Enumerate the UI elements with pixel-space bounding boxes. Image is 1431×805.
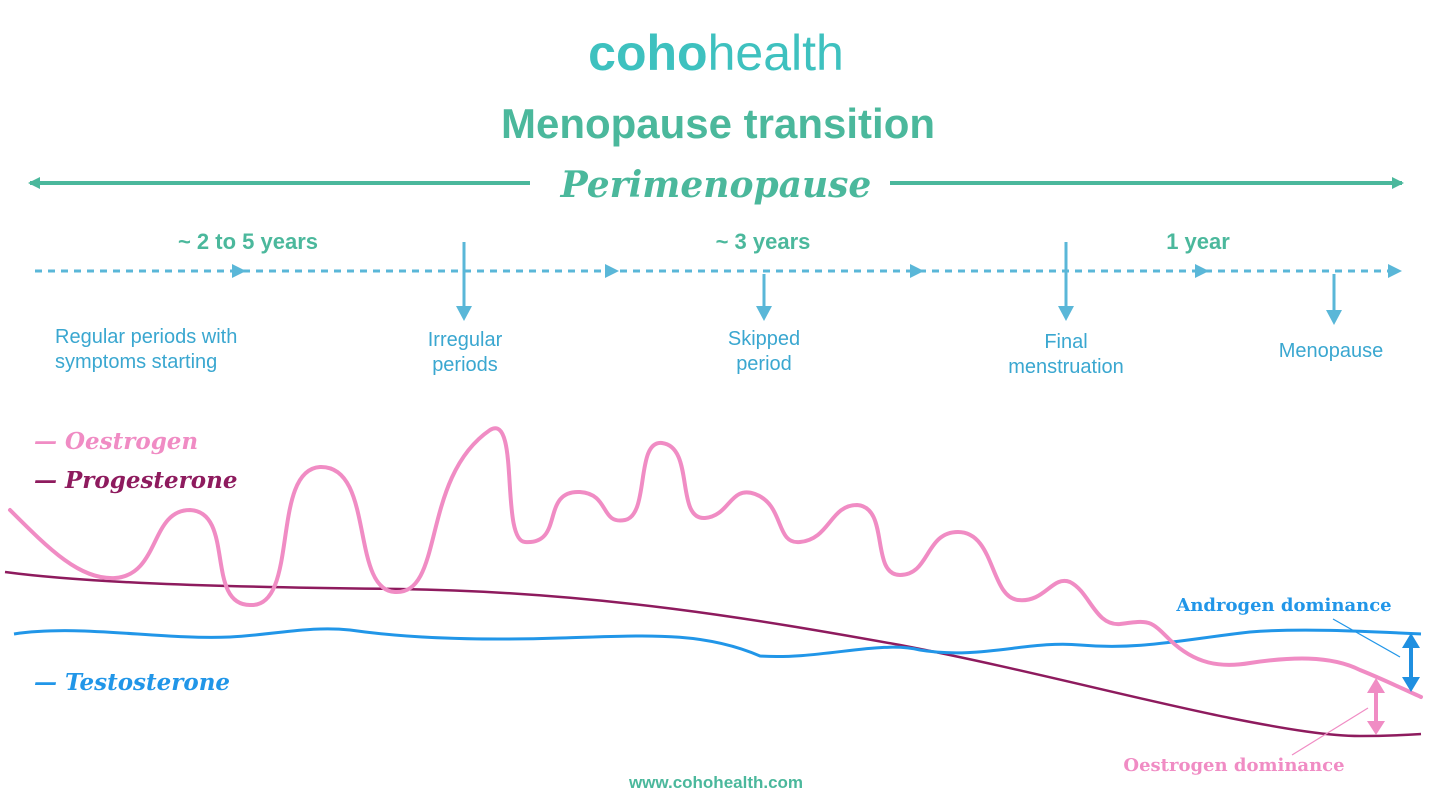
legend-testosterone: — Testosterone	[34, 669, 230, 696]
testosterone-curve	[13, 627, 1422, 659]
oestrogen-dominance-label: Oestrogen dominance	[1123, 755, 1344, 776]
milestone-final-line2: menstruation	[1008, 356, 1124, 378]
milestone-final-line1: Final	[1044, 331, 1087, 353]
duration-label-3: 1 year	[1166, 229, 1230, 254]
timeline-arrowhead-4	[1195, 264, 1209, 278]
skipped-period-arrow-icon	[756, 306, 772, 321]
legend-oestrogen: — Oestrogen	[34, 428, 198, 455]
timeline-arrowhead-2	[605, 264, 619, 278]
logo-light-part: health	[708, 25, 844, 81]
milestone-irregular-line2: periods	[432, 354, 498, 376]
logo-bold-part: coho	[588, 25, 707, 81]
oestrogen-dominance-pointer	[1291, 707, 1369, 756]
footer-url: www.cohohealth.com	[628, 773, 803, 792]
progesterone-curve	[4, 570, 1422, 738]
timeline-arrowhead-3	[910, 264, 924, 278]
milestone-irregular-line1: Irregular	[428, 329, 503, 351]
duration-label-1: ~ 2 to 5 years	[178, 229, 318, 254]
milestone-regular-periods-line1: Regular periods with	[55, 326, 237, 348]
oestrogen-dominance-arrow-icon	[1367, 678, 1385, 735]
milestone-skipped-line2: period	[736, 353, 792, 375]
androgen-dominance-pointer	[1332, 618, 1401, 658]
milestone-arrows	[456, 242, 1342, 325]
legend-progesterone: — Progesterone	[34, 467, 238, 494]
menopause-arrow-icon	[1326, 310, 1342, 325]
irregular-periods-arrow-icon	[456, 306, 472, 321]
phase-label: Perimenopause	[560, 164, 872, 206]
milestone-menopause: Menopause	[1279, 340, 1384, 362]
final-menstruation-arrow-icon	[1058, 306, 1074, 321]
milestone-skipped-line1: Skipped	[728, 328, 800, 350]
oestrogen-curve	[8, 426, 1423, 699]
androgen-dominance-arrow-icon	[1402, 633, 1420, 692]
androgen-dominance-label: Androgen dominance	[1175, 595, 1391, 616]
timeline-end-arrow	[1388, 264, 1402, 278]
duration-label-2: ~ 3 years	[716, 229, 811, 254]
milestone-regular-periods-line2: symptoms starting	[55, 351, 217, 373]
page-title: Menopause transition	[501, 100, 935, 147]
coho-health-logo: cohohealth	[588, 25, 844, 81]
timeline-arrowhead-1	[232, 264, 246, 278]
